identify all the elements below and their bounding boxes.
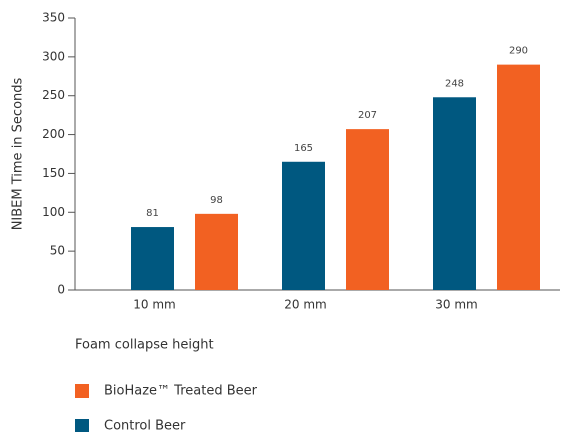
- value-label: 248: [445, 78, 464, 89]
- legend-swatch: [75, 384, 89, 398]
- bar: [282, 161, 325, 290]
- y-tick-label: 150: [42, 166, 65, 180]
- legend-label: BioHaze™ Treated Beer: [104, 384, 258, 399]
- x-tick-label: 30 mm: [435, 298, 477, 312]
- y-axis-label: NIBEM Time in Seconds: [11, 77, 26, 230]
- value-label: 98: [210, 195, 223, 206]
- y-tick-label: 300: [42, 49, 65, 63]
- legend-swatch: [75, 419, 89, 432]
- y-tick-label: 100: [42, 205, 65, 219]
- bar: [497, 64, 540, 290]
- bar: [346, 129, 389, 290]
- y-tick-label: 250: [42, 88, 65, 102]
- y-tick-label: 0: [57, 283, 65, 297]
- bar: [195, 213, 238, 290]
- y-tick-label: 200: [42, 127, 65, 141]
- value-label: 290: [509, 46, 528, 57]
- x-axis-label: Foam collapse height: [75, 338, 214, 353]
- value-label: 165: [294, 143, 313, 154]
- value-label: 81: [146, 208, 159, 219]
- value-label: 207: [358, 110, 377, 121]
- bar: [131, 227, 174, 290]
- y-tick-label: 50: [50, 244, 65, 258]
- legend-label: Control Beer: [104, 419, 186, 432]
- x-tick-label: 10 mm: [133, 298, 175, 312]
- x-tick-label: 20 mm: [284, 298, 326, 312]
- bar: [433, 97, 476, 290]
- y-tick-label: 350: [42, 11, 65, 25]
